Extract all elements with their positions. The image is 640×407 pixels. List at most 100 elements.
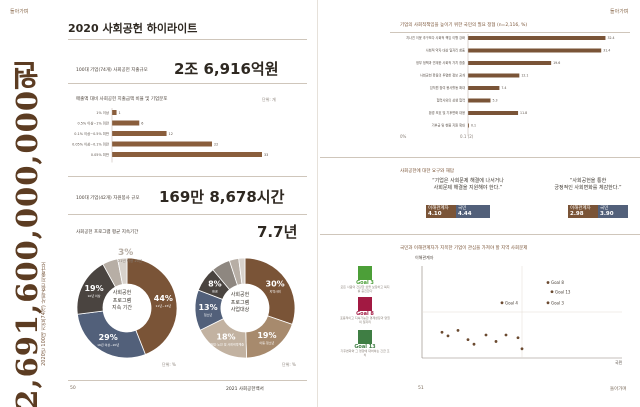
score-label: 이해관계자 xyxy=(570,206,591,211)
bar-value-label: 19.6 xyxy=(553,61,560,65)
divider xyxy=(68,83,307,84)
bar-value-label: 32.4 xyxy=(607,36,614,40)
bar-category-label: 임직원 참여 봉사활동 확대 xyxy=(430,85,465,90)
slice-category-label: 16년 이상~20년 xyxy=(97,342,119,347)
page-number: 51 xyxy=(418,386,424,391)
scatter-point xyxy=(550,290,554,294)
quote-2-line: “사회공헌을 통한 xyxy=(569,178,607,184)
slice-category-label: 청소년 xyxy=(204,312,213,317)
bar xyxy=(468,111,519,115)
quote-1: “기업은 사회문제 해결에 나서거나 사회문제 해결을 지원해야 한다.” xyxy=(414,178,522,193)
bar-value-label: 11.8 xyxy=(520,111,527,115)
score-value: 4.44 xyxy=(458,211,472,218)
donut2-center-line: 사업대상 xyxy=(230,307,250,313)
donut2-center-line: 사회공헌 xyxy=(230,292,250,298)
divider xyxy=(390,32,630,33)
demand-title: 사회공헌에 대한 요구와 해답 xyxy=(400,169,454,174)
bar xyxy=(468,61,552,65)
divider xyxy=(320,157,640,158)
spend-label: 100대 기업(74개) 사회공헌 지출규모 xyxy=(76,68,148,73)
bar-category-label: 0.05% 미만 xyxy=(91,152,109,157)
duration-donut-chart: 44%11년~15년 29%16년 이상~20년 19%10년 이상 xyxy=(76,257,178,359)
bar-category-label: 사회공헌 활동의 투명한 정보 공개 xyxy=(420,73,465,78)
bar-value-label: 31.4 xyxy=(603,49,610,53)
slice-percent-label: 13% xyxy=(198,303,217,312)
section-tag-bottom: 돌아가며 xyxy=(610,387,627,392)
slice-category-label: 11년~15년 xyxy=(156,303,172,308)
goal-desc: 기후변화와 그 영향에 대처하는 긴급 조치 xyxy=(340,349,390,357)
scatter-y-label: 이해관계자 xyxy=(415,255,434,260)
slice-percent-label: 44% xyxy=(154,294,173,303)
bar-category-label: 정부 정책과 연계한 사회적 가치 창출 xyxy=(416,60,465,65)
bar-category-label: 0.5% 이상~1% 미만 xyxy=(78,121,109,126)
quote-1-line: “기업은 사회문제 해결에 나서거나 xyxy=(432,178,504,184)
scatter-point-label: Goal 4 xyxy=(505,300,518,305)
score-pair-2: 이해관계자 2.98 국민 3.90 xyxy=(568,205,628,218)
section-tag: 돌아가며 xyxy=(610,9,629,15)
bar-value-label: 12.1 xyxy=(521,74,528,78)
bar-category-label: 사회적 약자 대상 일자리 창출 xyxy=(426,48,465,53)
footer-divider xyxy=(68,380,307,381)
divider xyxy=(68,176,307,177)
goal-13-block: Goal 13 기후변화와 그 영향에 대처하는 긴급 조치 xyxy=(340,330,390,358)
slice-category-label: 장애인·노인 및 사회취약계층 xyxy=(208,342,244,347)
slice-category-label: 환경 xyxy=(212,289,218,294)
score-label: 이해관계자 xyxy=(428,206,449,211)
scatter-point xyxy=(466,338,470,341)
donut1-center-line: 프로그램 xyxy=(112,297,132,304)
slice-percent-label: 19% xyxy=(257,331,276,340)
donut2-center-label: 사회공헌 프로그램 사업대상 xyxy=(220,292,260,315)
book-title: 2021 사회공헌백서 xyxy=(226,387,264,392)
hours-value: 169만 8,678시간 xyxy=(159,188,285,206)
vertical-caption: 2020년 100대 기업(74개) 사회공헌 지출규모 xyxy=(41,262,47,366)
donut-slice xyxy=(238,257,246,285)
divider xyxy=(68,214,307,215)
right-page: 돌아가며 기업의 사회적책임을 높이기 위한 국민의 필요 정협 (n=2,11… xyxy=(320,0,640,407)
scatter-point xyxy=(494,340,498,343)
bar-value-label: 0.1 xyxy=(471,124,476,128)
scatter-point xyxy=(446,334,450,338)
donut1-center-line: 지속 기간 xyxy=(112,305,132,311)
score-label: 국민 xyxy=(600,206,609,211)
slice-category-label: 10년 이상 xyxy=(88,293,101,298)
score-value: 4.10 xyxy=(428,211,442,218)
donut1-center-line: 사회공헌 xyxy=(112,290,132,296)
program-label: 사회공헌 프로그램 평균 지속기간 xyxy=(76,230,139,235)
bar xyxy=(112,120,140,126)
public-score: 국민 3.90 xyxy=(598,205,628,218)
survey-title: 기업의 사회적책임을 높이기 위한 국민의 필요 정협 (n=2,116, %) xyxy=(400,23,528,28)
scatter-point xyxy=(516,336,520,340)
slice-category-label: 아동·청소년 xyxy=(260,340,275,345)
target-donut-chart: 30%지역사회 19%아동·청소년 18%장애인·노인 및 사회취약계층 13%청소년… xyxy=(194,257,296,359)
survey-bar-chart: 지나친 이윤 추구보다 사회적 책임 이행 강화 32.4 사회적 약자 대상 일자… xyxy=(406,34,615,136)
goal-13-icon xyxy=(358,330,372,344)
donut-slice xyxy=(76,310,146,359)
stakeholder-score: 이해관계자 4.10 xyxy=(426,205,456,218)
scatter-x-label: 국민 xyxy=(615,360,623,365)
scatter-point xyxy=(472,342,476,346)
slice-percent-label: 8% xyxy=(208,280,222,289)
page-number: 50 xyxy=(70,386,76,391)
sales-chart-unit: 단위: 개 xyxy=(262,97,276,102)
divider xyxy=(320,234,640,235)
bar-category-label: 협력사와의 상생 협력 xyxy=(437,98,465,103)
quote-2: “사회공헌을 통한 긍정적인 사회변화를 체감한다.” xyxy=(536,178,640,193)
bar-value-label: 7.4 xyxy=(501,86,506,90)
score-pair-1: 이해관계자 4.10 국민 4.44 xyxy=(426,205,490,218)
donut2-unit: 단위: % xyxy=(282,362,296,367)
bar xyxy=(468,36,606,40)
bar-value-label: 12 xyxy=(169,132,173,136)
bar-category-label: 1% 이상 xyxy=(96,110,109,115)
sdg-title: 국민과 이해관계자가 지목한 기업이 관심을 가져야 할 지역 사회문제 xyxy=(400,246,528,251)
scatter-point xyxy=(504,333,508,337)
left-page: 돌아가며 2,691,600,000,000원 2020년 100대 기업(74… xyxy=(0,0,318,407)
bar xyxy=(468,48,602,53)
bar-category-label: 지나친 이윤 추구보다 사회적 책임 이행 강화 xyxy=(406,35,465,40)
bar xyxy=(468,98,491,103)
stakeholder-score: 이해관계자 2.98 xyxy=(568,205,598,218)
bar xyxy=(112,141,212,147)
slice-percent-label: 18% xyxy=(216,333,235,342)
sdg-scatter-chart: Goal 8 Goal 13 Goal 4 Goal 3 xyxy=(421,266,622,359)
goal-8-block: Goal 8 포용적이고 지속가능한 경제성장과 양질의 일자리 xyxy=(340,297,390,325)
quote-1-line: 사회문제 해결을 지원해야 한다.” xyxy=(433,185,503,192)
